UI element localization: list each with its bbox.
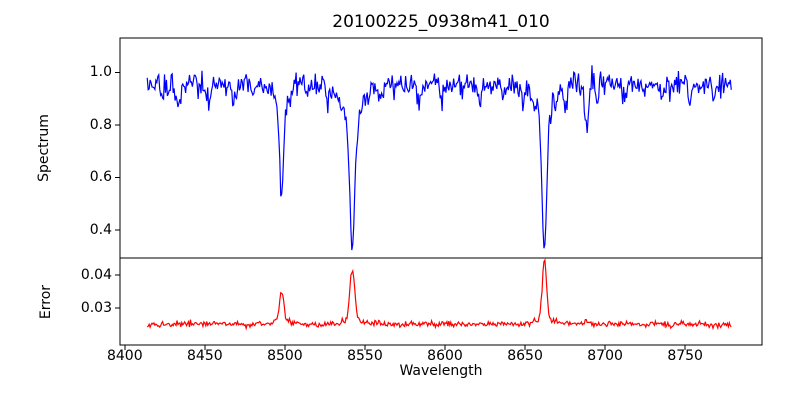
x-tick-label: 8700 [587,348,623,364]
x-tick-label: 8450 [187,348,223,364]
plot-title: 20100225_0938m41_010 [332,12,550,32]
error-panel-border [119,257,763,346]
wavelength-axis-label: Wavelength [399,363,483,379]
spectrum-y-tick-label: 1.0 [89,64,112,81]
x-tick-label: 8750 [667,348,703,364]
x-tick-label: 8400 [106,348,143,364]
error-y-tick-label: 0.04 [80,267,112,284]
x-tick-label: 8500 [267,348,303,364]
error-line [146,258,732,331]
spectrum-y-tick-label: 0.4 [89,221,112,238]
spectrum-y-tick-label: 0.6 [89,169,112,186]
axis-tick-marks [115,71,686,350]
x-tick-label: 8550 [347,348,383,364]
spectrum-y-tick-label: 0.8 [89,116,112,133]
x-tick-label: 8650 [507,348,543,364]
error-y-tick-label: 0.03 [80,300,112,317]
x-tick-label: 8600 [427,348,463,364]
spectrum-panel-border [119,37,763,259]
spectrum-line [146,65,732,251]
